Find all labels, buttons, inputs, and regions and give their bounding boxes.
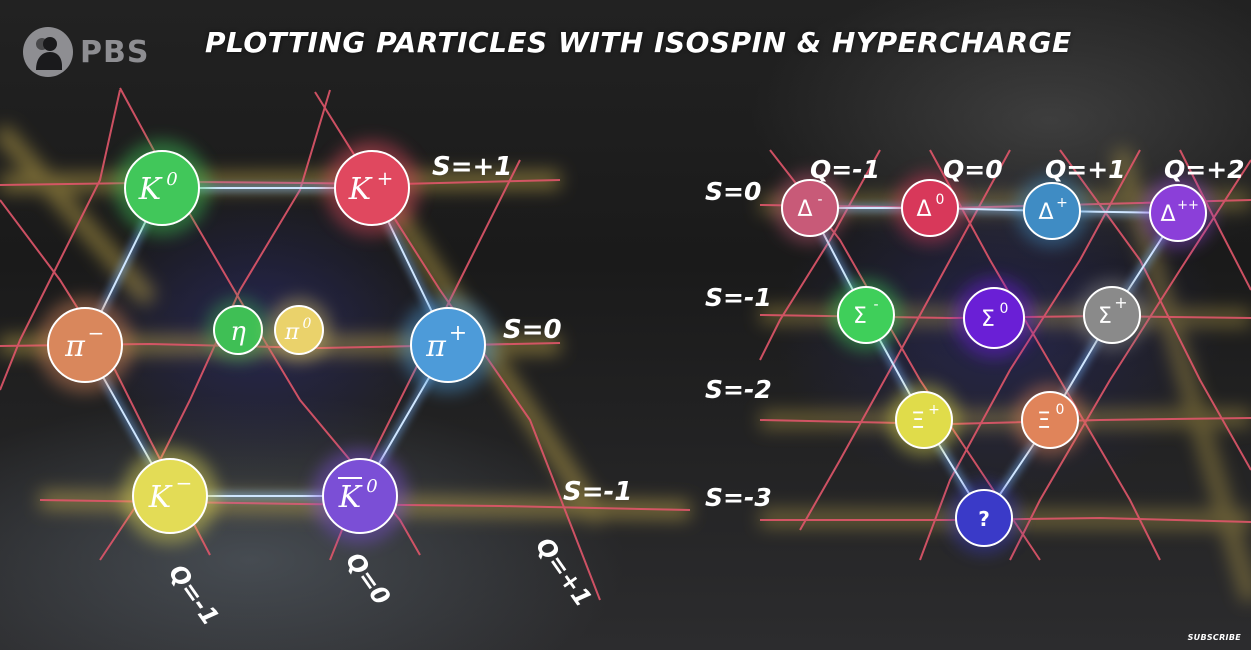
particle-k0: K 0 <box>114 140 210 236</box>
svg-text:−: − <box>88 321 105 345</box>
svg-text:+: + <box>928 402 940 418</box>
particle-pi0: π 0 <box>267 298 331 362</box>
particle-k-plus: K + <box>324 140 420 236</box>
baryon-label-s-minus1: S=-1 <box>705 283 772 312</box>
svg-text:?: ? <box>978 507 990 531</box>
baryon-label-q-plus2: Q=+2 <box>1164 155 1245 184</box>
meson-label-q-plus1: Q=+1 <box>530 532 597 611</box>
svg-text:0: 0 <box>936 192 945 208</box>
svg-text:0: 0 <box>303 316 312 332</box>
svg-text:0: 0 <box>366 476 377 497</box>
svg-text:η: η <box>230 317 246 347</box>
svg-text:π: π <box>425 329 447 364</box>
svg-text:0: 0 <box>166 169 177 190</box>
svg-text:Δ: Δ <box>1038 200 1053 225</box>
baryon-label-q0: Q=0 <box>943 155 1003 184</box>
particle-xi-0: Ξ 0 <box>1014 384 1086 456</box>
baryon-label-s-minus2: S=-2 <box>705 375 772 404</box>
svg-text:π: π <box>64 329 86 364</box>
meson-label-s-minus1: S=-1 <box>563 477 632 507</box>
particle-pi-minus: π − <box>37 297 133 393</box>
pbs-wordmark: PBS <box>80 34 150 70</box>
svg-text:+: + <box>377 166 394 190</box>
baryon-label-q-minus1: Q=-1 <box>810 155 880 184</box>
particle-sigma-minus: Σ - <box>830 279 902 351</box>
svg-text:++: ++ <box>1177 198 1199 213</box>
particle-delta-plus: Δ + <box>1016 175 1088 247</box>
particle-pi-plus: π + <box>400 297 496 393</box>
meson-label-s-plus1: S=+1 <box>432 152 512 182</box>
svg-text:0: 0 <box>1056 402 1065 418</box>
svg-text:K: K <box>348 172 373 207</box>
svg-text:K: K <box>338 480 363 515</box>
meson-label-s0: S=0 <box>503 315 562 345</box>
svg-text:+: + <box>449 321 467 346</box>
svg-text:Σ: Σ <box>1098 304 1112 329</box>
pbs-head-icon <box>23 27 73 77</box>
particle-k-minus: K − <box>122 448 218 544</box>
svg-text:0: 0 <box>1000 301 1009 317</box>
svg-text:+: + <box>1056 195 1068 211</box>
pbs-logo: PBS <box>22 26 149 78</box>
meson-label-q0: Q=0 <box>340 547 396 610</box>
svg-text:Σ: Σ <box>853 304 867 329</box>
svg-text:K: K <box>138 172 163 207</box>
baryon-label-q-plus1: Q=+1 <box>1045 155 1126 184</box>
svg-text:π: π <box>284 320 300 345</box>
svg-text:Ξ: Ξ <box>911 409 925 434</box>
particle-delta-0: Δ 0 <box>894 172 966 244</box>
baryon-label-s0: S=0 <box>705 177 761 206</box>
page-title: PLOTTING PARTICLES WITH ISOSPIN & HYPERC… <box>205 26 1072 59</box>
svg-text:Δ: Δ <box>1160 202 1175 227</box>
svg-text:−: − <box>176 471 193 495</box>
svg-text:-: - <box>817 192 822 208</box>
svg-text:Σ: Σ <box>981 307 995 332</box>
subscribe-link[interactable]: SUBSCRIBE <box>1187 633 1241 642</box>
particle-sigma-plus: Σ + <box>1076 279 1148 351</box>
svg-text:K: K <box>148 480 173 515</box>
svg-text:+: + <box>1114 293 1127 312</box>
svg-text:Δ: Δ <box>797 197 812 222</box>
particle-k0-bar: K 0 <box>312 448 408 544</box>
particle-delta-plus-plus: Δ ++ <box>1142 177 1214 249</box>
particle-xi-minus: Ξ + <box>888 384 960 456</box>
particle-delta-minus: Δ - <box>774 172 846 244</box>
svg-text:Δ: Δ <box>916 197 931 222</box>
svg-text:Ξ: Ξ <box>1037 409 1051 434</box>
baryon-label-s-minus3: S=-3 <box>705 483 772 512</box>
particle-sigma-0: Σ 0 <box>954 278 1034 358</box>
particle-eta: η <box>206 298 270 362</box>
meson-label-q-minus1: Q=-1 <box>163 559 224 630</box>
svg-text:-: - <box>873 297 878 313</box>
particle-omega-unknown: ? <box>948 482 1020 554</box>
